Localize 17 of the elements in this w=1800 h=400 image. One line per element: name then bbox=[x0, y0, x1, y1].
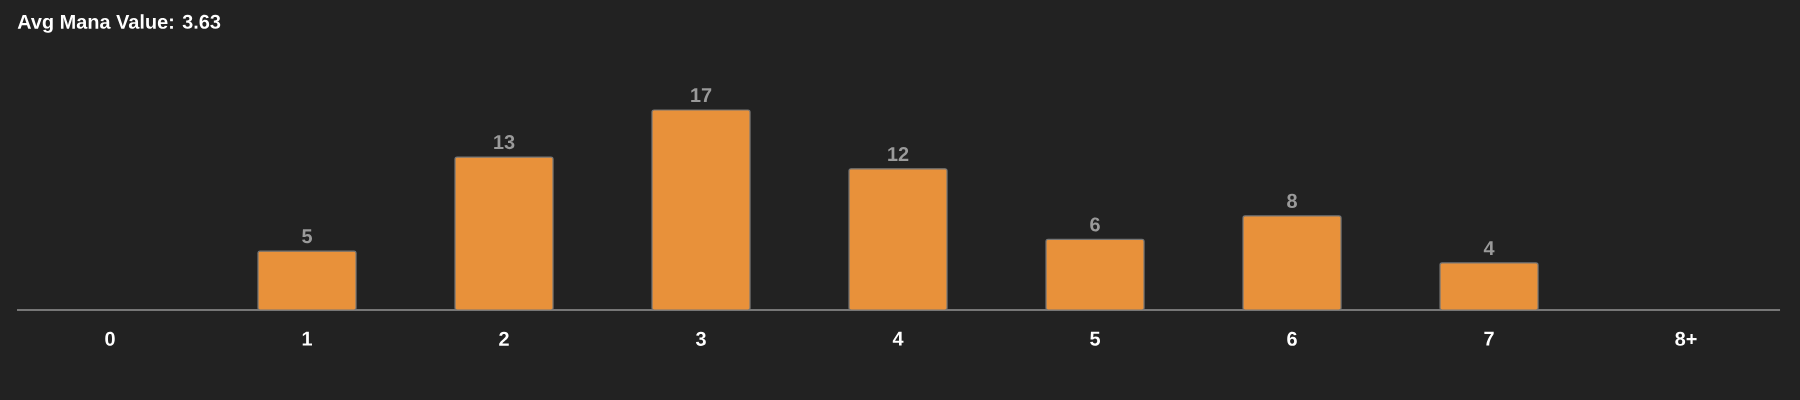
chart-title: Avg Mana Value: 3.63 bbox=[17, 14, 221, 33]
x-tick-label: 2 bbox=[499, 331, 509, 346]
data-label: 12 bbox=[888, 147, 909, 161]
x-tick-label: 1 bbox=[302, 331, 313, 346]
x-tick-label: 8+ bbox=[1675, 331, 1697, 346]
data-label: 8 bbox=[1287, 193, 1297, 208]
x-tick-label: 6 bbox=[1287, 331, 1297, 346]
x-tick-label: 0 bbox=[105, 331, 115, 346]
x-tick-label: 3 bbox=[695, 331, 706, 346]
data-label: 4 bbox=[1483, 241, 1495, 256]
data-label: 13 bbox=[494, 135, 515, 150]
x-tick-label: 7 bbox=[1484, 331, 1494, 346]
data-label: 17 bbox=[691, 88, 712, 103]
data-label: 6 bbox=[1090, 217, 1100, 232]
x-tick-label: 4 bbox=[892, 331, 904, 346]
data-label: 5 bbox=[302, 229, 313, 244]
x-tick-label: 5 bbox=[1090, 331, 1101, 346]
